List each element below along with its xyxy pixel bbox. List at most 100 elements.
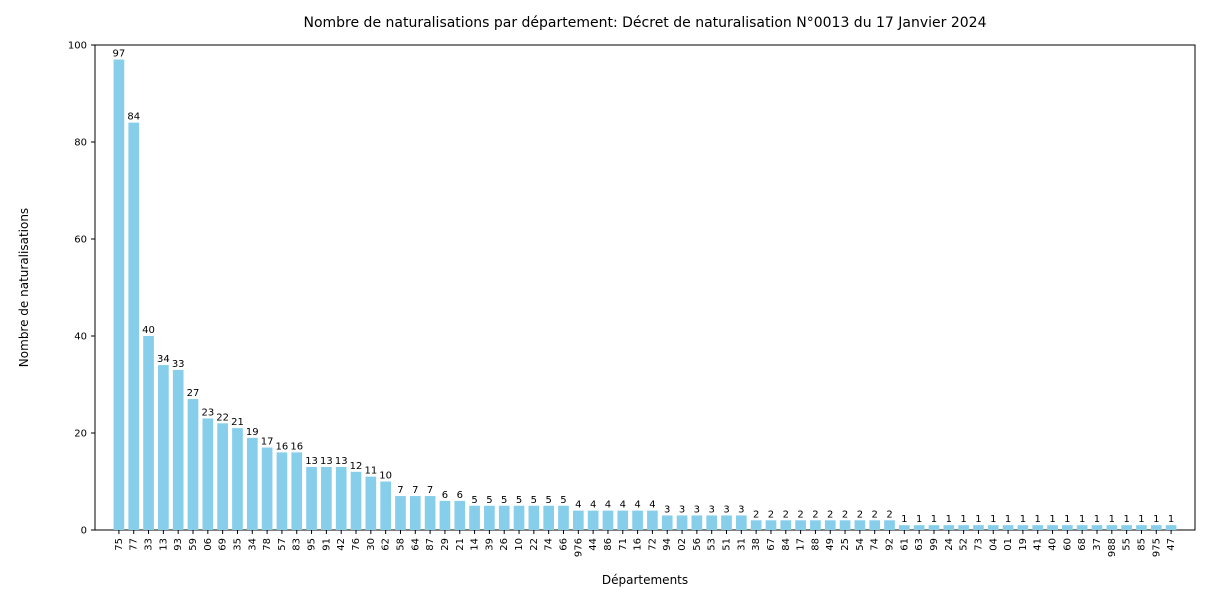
bar-value-label: 1 bbox=[1005, 514, 1011, 525]
x-tick-label: 34 bbox=[247, 538, 258, 551]
x-tick-label: 74 bbox=[870, 538, 881, 551]
x-tick-label: 54 bbox=[855, 538, 866, 551]
x-tick-label: 85 bbox=[1136, 538, 1147, 551]
x-tick-label: 62 bbox=[381, 538, 392, 551]
bar bbox=[840, 520, 851, 530]
x-tick-label: 99 bbox=[929, 538, 940, 551]
x-tick-label: 68 bbox=[1077, 538, 1088, 551]
bars-group bbox=[114, 60, 1177, 530]
x-tick-label: 29 bbox=[440, 538, 451, 551]
bar-value-label: 5 bbox=[560, 495, 566, 506]
bar-value-label: 2 bbox=[827, 509, 833, 520]
bar bbox=[543, 506, 554, 530]
x-tick-label: 58 bbox=[395, 538, 406, 551]
x-tick-label: 01 bbox=[1003, 538, 1014, 551]
bar bbox=[336, 467, 347, 530]
bar-value-label: 1 bbox=[1109, 514, 1115, 525]
bar bbox=[380, 482, 391, 531]
x-tick-label: 42 bbox=[336, 538, 347, 551]
bar-value-label: 2 bbox=[857, 509, 863, 520]
bar-value-label: 13 bbox=[335, 456, 348, 467]
bar bbox=[810, 520, 821, 530]
x-tick-label: 77 bbox=[129, 538, 140, 551]
bar bbox=[425, 496, 436, 530]
bar-value-label: 3 bbox=[694, 504, 700, 515]
bar-value-label: 2 bbox=[886, 509, 892, 520]
x-tick-label: 06 bbox=[203, 538, 214, 551]
bar bbox=[351, 472, 362, 530]
bar bbox=[825, 520, 836, 530]
x-tick-label: 73 bbox=[973, 538, 984, 551]
bar bbox=[202, 418, 213, 530]
bar bbox=[306, 467, 317, 530]
x-tick-label: 10 bbox=[514, 538, 525, 551]
y-tick-label: 0 bbox=[81, 526, 87, 537]
bar bbox=[1092, 525, 1103, 530]
x-tick-label: 41 bbox=[1033, 538, 1044, 551]
x-tick-label: 26 bbox=[499, 538, 510, 551]
bar bbox=[692, 515, 703, 530]
bar-value-label: 3 bbox=[723, 504, 729, 515]
x-tick-label: 60 bbox=[1062, 538, 1073, 551]
x-tick-label: 76 bbox=[351, 538, 362, 551]
x-tick-label: 976 bbox=[573, 538, 584, 557]
x-tick-label: 49 bbox=[825, 538, 836, 551]
bar bbox=[617, 511, 628, 530]
x-tick-label: 71 bbox=[618, 538, 629, 551]
bar-value-label: 1 bbox=[1094, 514, 1100, 525]
bar bbox=[632, 511, 643, 530]
bar bbox=[128, 123, 139, 530]
bar bbox=[1003, 525, 1014, 530]
bar-value-label: 5 bbox=[471, 495, 477, 506]
x-tick-label: 30 bbox=[366, 538, 377, 551]
bar-value-label: 1 bbox=[1168, 514, 1174, 525]
bar bbox=[988, 525, 999, 530]
bar-value-label: 1 bbox=[990, 514, 996, 525]
bar bbox=[469, 506, 480, 530]
x-tick-label: 93 bbox=[173, 538, 184, 551]
x-tick-label: 64 bbox=[410, 538, 421, 551]
x-tick-label: 78 bbox=[262, 538, 273, 551]
chart-title: Nombre de naturalisations par départemen… bbox=[303, 15, 986, 31]
bar bbox=[217, 423, 228, 530]
bar-value-label: 5 bbox=[531, 495, 537, 506]
bar bbox=[929, 525, 940, 530]
bar bbox=[291, 452, 302, 530]
bar bbox=[262, 448, 273, 530]
bar-value-label: 4 bbox=[605, 500, 611, 511]
x-tick-label: 17 bbox=[796, 538, 807, 551]
x-tick-label: 37 bbox=[1092, 538, 1103, 551]
x-tick-label: 35 bbox=[232, 538, 243, 551]
bar-value-label: 5 bbox=[486, 495, 492, 506]
bar-value-label: 7 bbox=[427, 485, 433, 496]
bar bbox=[514, 506, 525, 530]
bar-value-label: 1 bbox=[975, 514, 981, 525]
y-tick-label: 60 bbox=[74, 235, 87, 246]
bar bbox=[1018, 525, 1029, 530]
bar-chart: 020406080100 978440343327232221191716161… bbox=[0, 0, 1215, 594]
x-tick-label: 86 bbox=[603, 538, 614, 551]
bar bbox=[943, 525, 954, 530]
bar-value-label: 1 bbox=[1064, 514, 1070, 525]
x-tick-label: 87 bbox=[425, 538, 436, 551]
y-tick-label: 100 bbox=[68, 41, 87, 52]
bar-value-label: 1 bbox=[1153, 514, 1159, 525]
plot-area bbox=[95, 45, 1195, 530]
bar-value-label: 22 bbox=[216, 412, 229, 423]
bar-value-label: 2 bbox=[783, 509, 789, 520]
x-tick-label: 94 bbox=[662, 538, 673, 551]
bar bbox=[573, 511, 584, 530]
bar-value-label: 19 bbox=[246, 427, 259, 438]
y-axis-ticks: 020406080100 bbox=[68, 41, 95, 537]
x-tick-label: 39 bbox=[484, 538, 495, 551]
x-tick-label: 31 bbox=[736, 538, 747, 551]
x-tick-label: 24 bbox=[944, 538, 955, 551]
bar bbox=[158, 365, 169, 530]
y-tick-label: 20 bbox=[74, 429, 87, 440]
bar-value-label: 1 bbox=[1049, 514, 1055, 525]
bar bbox=[751, 520, 762, 530]
bar-value-label: 17 bbox=[261, 437, 274, 448]
bar-value-label: 2 bbox=[842, 509, 848, 520]
bar bbox=[173, 370, 184, 530]
x-tick-label: 988 bbox=[1107, 538, 1118, 557]
